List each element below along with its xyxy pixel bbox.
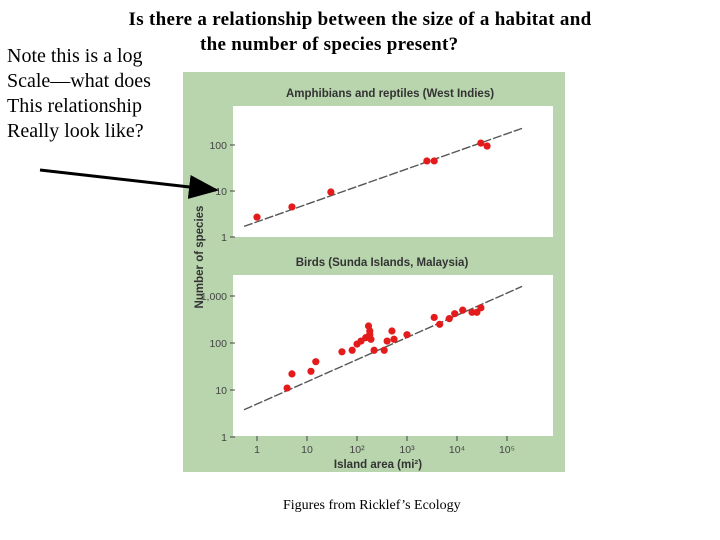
- chart-2-data-point: [388, 327, 396, 335]
- chart-2-data-point: [283, 384, 291, 392]
- chart-1-data-point: [483, 142, 491, 150]
- chart-2-x-tick-label: 1: [254, 444, 260, 456]
- slide-title-line-1: Is there a relationship between the size…: [128, 9, 592, 30]
- chart-2-data-point: [307, 367, 315, 375]
- arrow-line: [39, 168, 219, 199]
- chart-2-data-point: [312, 358, 320, 366]
- slide-title-line-2: the number of species present?: [200, 34, 459, 55]
- chart-1-data-point: [423, 157, 431, 165]
- chart-2-y-tick-label: 100: [209, 338, 227, 350]
- chart-2-y-tick-label: 1: [221, 432, 227, 444]
- note-line-2: Scale—what does: [7, 70, 151, 92]
- chart-2-y-tick-label: 1,000: [201, 291, 227, 303]
- note-line-1: Note this is a log: [7, 45, 143, 67]
- log-scale-note: Note this is a log Scale—what does This …: [7, 44, 151, 144]
- chart-2-data-point: [383, 337, 391, 345]
- chart-1-y-tick-label: 100: [209, 140, 227, 152]
- chart-1-data-point: [430, 157, 438, 165]
- chart-2-data-point: [451, 310, 459, 318]
- chart-1-y-tick-label: 10: [215, 186, 227, 198]
- chart-2-data-point: [370, 346, 378, 354]
- chart-2-data-point: [459, 306, 467, 314]
- note-line-3: This relationship: [7, 95, 142, 117]
- chart-2-data-point: [477, 304, 485, 312]
- x-axis-label: Island area (mi²): [334, 459, 422, 471]
- chart-2-x-tick-label: 10⁴: [449, 444, 465, 456]
- chart-2-data-point: [367, 335, 375, 343]
- chart-2-x-tick-label: 10³: [399, 444, 415, 456]
- chart-2-x-tick-label: 10: [301, 444, 313, 456]
- chart-2-title: Birds (Sunda Islands, Malaysia): [296, 257, 469, 269]
- chart-2-data-point: [288, 370, 296, 378]
- chart-2-plot-area: [233, 275, 553, 436]
- chart-2-x-tick-label: 10⁵: [499, 444, 515, 456]
- chart-2-data-point: [403, 331, 411, 339]
- y-axis-label: Number of species: [194, 206, 206, 309]
- chart-1-plot-area: [233, 106, 553, 237]
- chart-2-data-point: [390, 335, 398, 343]
- chart-2-y-tick-label: 10: [215, 385, 227, 397]
- chart-2-data-point: [380, 346, 388, 354]
- note-line-4: Really look like?: [7, 120, 144, 142]
- chart-2-data-point: [338, 348, 346, 356]
- chart-1-y-tick-label: 1: [221, 232, 227, 244]
- chart-2-data-point: [445, 315, 453, 323]
- figure-caption: Figures from Ricklef’s Ecology: [283, 498, 461, 513]
- species-area-figure-svg: Amphibians and reptiles (West Indies) 11…: [194, 88, 553, 471]
- chart-2-data-point: [436, 320, 444, 328]
- chart-1-data-point: [253, 213, 261, 221]
- chart-1-data-point: [327, 188, 335, 196]
- chart-2-data-point: [348, 346, 356, 354]
- chart-1-data-point: [477, 139, 485, 147]
- chart-2-marks: 1 10 100 1,000 1 10 10² 10³ 10⁴ 10⁵: [201, 285, 523, 456]
- chart-2-data-point: [430, 313, 438, 322]
- chart-2-x-tick-label: 10²: [349, 444, 365, 456]
- chart-1-marks: 1 10 100: [209, 127, 523, 244]
- chart-1-data-point: [288, 203, 296, 211]
- chart-1-title: Amphibians and reptiles (West Indies): [286, 88, 494, 100]
